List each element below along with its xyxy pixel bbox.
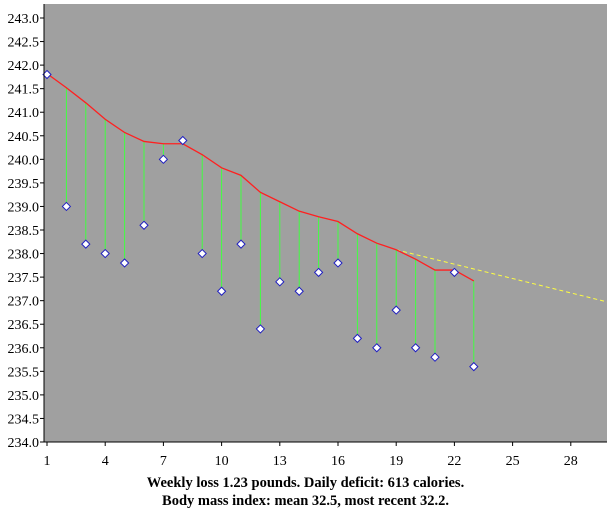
data-point	[352, 333, 363, 344]
y-tick-label: 241.5	[8, 83, 40, 98]
trend-line	[46, 73, 475, 282]
data-point	[139, 220, 149, 230]
projection-layer	[396, 249, 608, 303]
y-tick-label: 239.0	[8, 200, 40, 215]
y-tick-label: 234.5	[8, 412, 40, 427]
residual-layer	[46, 73, 475, 367]
y-tick-label: 236.0	[8, 342, 40, 357]
projection-line	[396, 249, 608, 303]
x-tick-label: 1	[44, 454, 51, 469]
y-tick-label: 237.5	[8, 271, 40, 286]
data-point	[178, 135, 188, 146]
y-tick-label: 243.0	[8, 12, 40, 27]
y-tick-label: 237.0	[8, 295, 40, 310]
data-point	[158, 154, 169, 165]
y-tick-label: 235.0	[8, 389, 40, 404]
plot-area	[44, 4, 607, 442]
data-point	[236, 239, 246, 249]
data-point	[275, 277, 285, 287]
y-tick-label: 239.5	[8, 177, 40, 192]
x-tick-layer: 1 4 7 10 13 16 19 22 25 28	[44, 442, 578, 469]
x-tick-label: 19	[389, 454, 403, 469]
data-point	[81, 239, 91, 249]
data-point	[372, 343, 382, 353]
y-tick-label: 236.5	[8, 318, 40, 333]
caption-bmi: Body mass index: mean 32.5, most recent …	[162, 493, 449, 509]
y-tick-label: 240.5	[8, 130, 40, 145]
trend-layer	[46, 73, 475, 282]
data-point	[216, 286, 227, 296]
marker-layer	[42, 69, 479, 372]
x-tick-label: 10	[215, 454, 229, 469]
x-tick-label: 7	[160, 454, 167, 469]
y-tick-label: 241.0	[8, 106, 40, 121]
data-point	[449, 267, 460, 278]
x-tick-label: 4	[102, 454, 109, 469]
data-point	[294, 286, 304, 296]
y-tick-label: 235.5	[8, 365, 40, 380]
data-point	[100, 248, 110, 259]
data-point	[313, 267, 324, 278]
data-point	[333, 258, 343, 268]
y-tick-label: 238.5	[8, 224, 40, 239]
y-tick-layer: 234.0 234.5 235.0 235.5 236.0 236.5 237.0 237.5…	[8, 12, 44, 451]
data-point	[119, 258, 130, 268]
x-tick-label: 16	[331, 454, 345, 469]
y-tick-label: 240.0	[8, 153, 40, 168]
y-tick-label: 238.0	[8, 248, 40, 263]
y-tick-label: 242.0	[8, 59, 40, 74]
x-tick-label: 13	[273, 454, 287, 469]
data-point	[469, 361, 479, 372]
y-tick-label: 242.5	[8, 36, 40, 51]
data-point	[197, 248, 207, 259]
x-tick-label: 25	[506, 454, 520, 469]
data-point	[391, 305, 401, 315]
x-tick-label: 28	[564, 454, 578, 469]
data-point	[255, 324, 266, 334]
data-point	[410, 343, 421, 353]
x-tick-label: 22	[447, 454, 461, 469]
data-point	[430, 352, 440, 362]
data-point	[61, 201, 72, 212]
caption-weekly-loss: Weekly loss 1.23 pounds. Daily deficit: …	[146, 475, 465, 491]
weight-chart: 1 4 7 10 13 16 19 22 25 28 234.0234.5235.0235.523…	[8, 4, 608, 469]
y-tick-label: 234.0	[8, 436, 40, 451]
